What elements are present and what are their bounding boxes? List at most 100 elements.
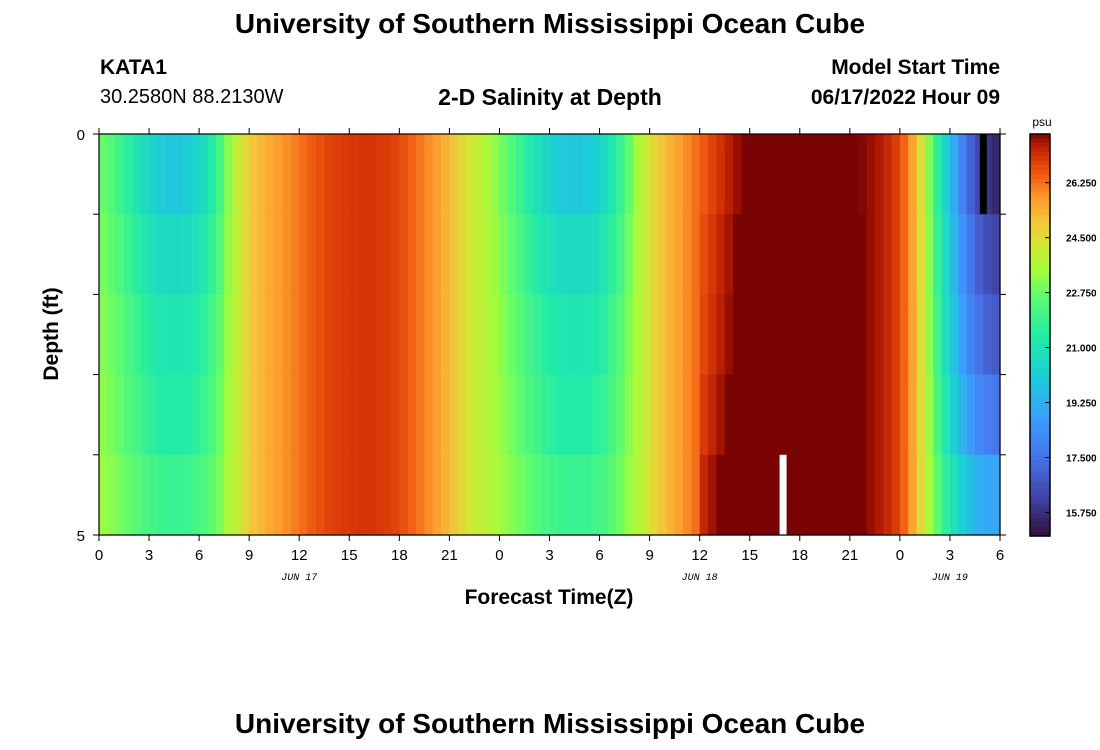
heatmap-cell [966,214,976,295]
heatmap-cell [708,134,717,215]
heatmap-cell [249,374,259,456]
heatmap-cell [332,214,342,295]
heatmap-cell [783,374,793,456]
heatmap-cell [299,374,309,456]
heatmap-cell [407,134,417,215]
colorbar-segment [1030,254,1050,260]
colorbar-segment [1030,165,1050,171]
heatmap-cell [357,374,367,456]
heatmap-cell [607,134,617,215]
heatmap-cell [257,134,267,215]
heatmap-cell [791,454,801,536]
heatmap-cell [482,374,492,456]
heatmap-cell [883,134,893,215]
heatmap-cell [232,294,242,376]
plot-title: 2-D Salinity at Depth [438,84,662,110]
heatmap-cell [607,374,617,456]
heatmap-cell [949,294,959,376]
colorbar-segment [1030,397,1050,403]
heatmap-cell [257,374,267,456]
heatmap-cell [499,374,509,456]
colorbar-segment [1030,384,1050,390]
page-title: University of Southern Mississippi Ocean… [234,8,866,39]
heatmap-cell [265,454,275,536]
heatmap-cell [641,374,651,456]
heatmap-cell [299,134,309,215]
heatmap-cell [799,374,809,456]
colorbar-segment [1030,169,1050,175]
heatmap-cell [791,134,801,215]
heatmap-cell [891,294,901,376]
heatmap-cell [240,294,250,376]
heatmap-cell [265,134,275,215]
station-id: KATA1 [100,56,167,79]
heatmap-cell [908,214,918,295]
heatmap-cell [941,454,951,536]
heatmap-cell [749,214,759,295]
x-axis-label: Forecast Time(Z) [465,586,634,609]
heatmap-cell [274,214,284,295]
heatmap-cell [207,374,217,456]
heatmap-cell [833,134,843,215]
heatmap-cell [566,294,576,376]
heatmap-cell [482,214,492,295]
heatmap-cell [240,134,250,215]
heatmap-cell [115,454,125,536]
heatmap-cell [174,454,184,536]
x-date-label: JUN 19 [932,573,968,584]
heatmap-cell [858,214,868,295]
colorbar-segment [1030,442,1050,448]
heatmap-cell [399,134,409,215]
heatmap-cell [149,214,158,295]
heatmap-cell [674,134,684,215]
heatmap-cell [582,294,592,376]
heatmap-cell [399,214,409,295]
heatmap-cell [716,374,726,456]
heatmap-cell [666,454,676,536]
heatmap-cell [866,294,876,376]
heatmap-cell [657,214,667,295]
heatmap-cell [174,214,184,295]
heatmap-cell [282,374,292,456]
heatmap-cell [416,214,425,295]
colorbar-segment [1030,446,1050,452]
heatmap-cell [599,294,609,376]
heatmap-cell [507,454,517,536]
heatmap-cell [908,374,918,456]
heatmap-cell [199,454,209,536]
heatmap-cell [816,294,826,376]
colorbar-segment [1030,290,1050,296]
heatmap-cell [549,214,559,295]
heatmap-cell [349,134,359,215]
heatmap-cell [741,214,751,295]
colorbar-segment [1030,303,1050,309]
heatmap-cell [632,374,642,456]
heatmap-cell [557,454,567,536]
heatmap-cell [632,134,642,215]
heatmap-cell [808,214,818,295]
heatmap-cell [724,214,734,295]
heatmap-cell [774,214,784,295]
x-tick-label: 0 [95,547,103,564]
heatmap-cell [899,454,909,536]
heatmap-cell [899,134,909,215]
colorbar-segment [1030,402,1050,408]
x-tick-label: 0 [495,547,503,564]
heatmap-cell [232,374,242,456]
heatmap-cell [657,134,667,215]
heatmap-cell [849,134,859,215]
heatmap-cell [399,374,409,456]
heatmap-cell [991,454,1001,536]
heatmap-cell [340,294,350,376]
heatmap-cell [240,374,250,456]
heatmap-cell [532,214,542,295]
heatmap-markers [779,134,987,535]
heatmap-cell [432,294,442,376]
heatmap-cell [933,134,943,215]
heatmap-cell [891,454,901,536]
colorbar-segment [1030,263,1050,269]
heatmap-cell [365,374,375,456]
heatmap-cell [541,374,551,456]
heatmap-cell [357,454,367,536]
heatmap-cell [549,134,559,215]
